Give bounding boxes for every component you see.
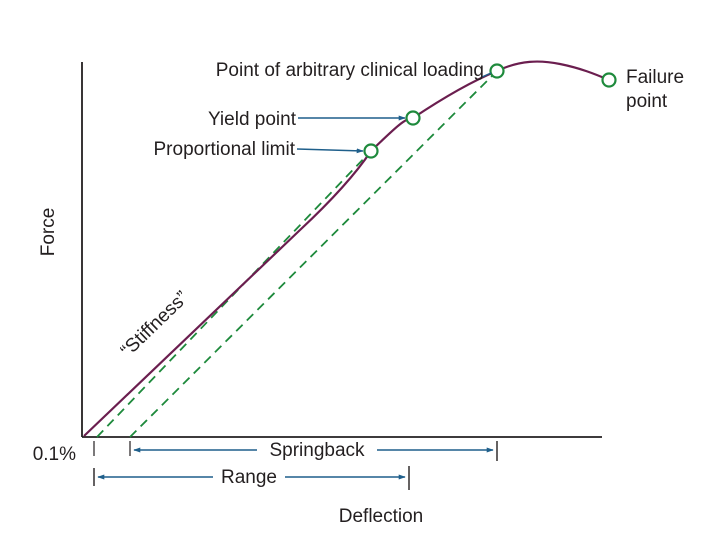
failure-point-marker	[601, 72, 617, 88]
clinical-loading-leader	[481, 72, 492, 78]
clinical-loading-label: Point of arbitrary clinical loading	[216, 60, 484, 81]
failure-point-label-line1: Failure	[626, 67, 684, 88]
springback-label: Springback	[269, 440, 365, 461]
x-axis-label: Deflection	[339, 506, 424, 527]
proportional-limit-marker	[363, 143, 379, 159]
yield-point-marker	[405, 110, 421, 126]
dashed-line-clinical	[129, 70, 498, 438]
proportional-limit-label: Proportional limit	[154, 139, 296, 160]
range-label: Range	[221, 467, 277, 488]
yield-point-label: Yield point	[208, 109, 297, 130]
origin-percent-label: 0.1%	[33, 444, 76, 465]
proportional-limit-arrow	[296, 148, 364, 154]
stiffness-label: “Stiffness”	[117, 287, 193, 361]
clinical-loading-marker	[489, 63, 505, 79]
failure-point-label-line2: point	[626, 91, 668, 112]
force-deflection-curve	[83, 60, 610, 437]
y-axis-label: Force	[38, 208, 59, 257]
